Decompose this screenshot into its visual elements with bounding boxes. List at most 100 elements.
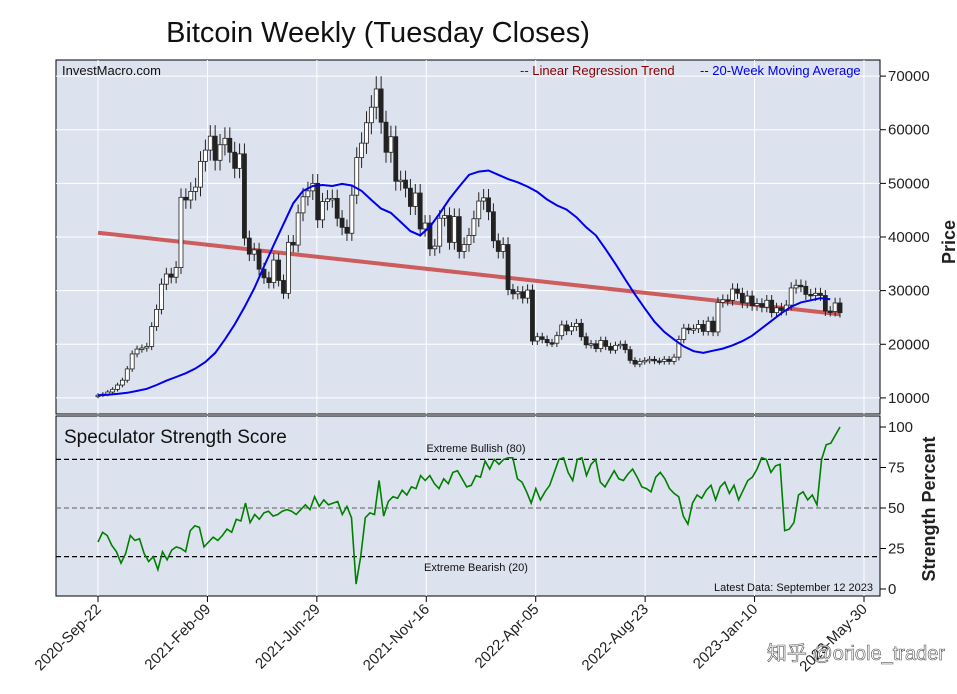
candle-body (300, 196, 306, 214)
candle-body (813, 292, 818, 296)
candle-body (818, 292, 823, 296)
candle-body (598, 340, 604, 349)
candle-body (788, 287, 794, 306)
candle-body (661, 358, 667, 362)
candle-body (198, 160, 203, 188)
candle-body (447, 215, 452, 243)
candle-body (578, 322, 584, 338)
candle-body (534, 336, 540, 342)
candle-body (793, 284, 799, 289)
candle-body (539, 336, 545, 340)
candle-body (622, 343, 628, 351)
price-y-tick-label: 10000 (888, 390, 930, 407)
candle-body (256, 249, 262, 270)
candle-body (466, 234, 472, 245)
strength-y-tick-label: 100 (888, 419, 913, 436)
candle-body (364, 122, 369, 144)
extreme-bullish-label: Extreme Bullish (80) (426, 443, 525, 455)
candle-body (491, 211, 496, 242)
candle-body (242, 153, 247, 239)
candle-body (149, 326, 155, 347)
candle-body (451, 216, 457, 243)
candle-body (290, 241, 296, 246)
candle-body (281, 280, 286, 294)
candle-body (295, 212, 301, 246)
strength-plot-area (55, 415, 881, 597)
candle-body (803, 285, 809, 295)
candle-body (393, 136, 399, 182)
strength-y-ticks: 0 25 50 75 100 (880, 419, 913, 598)
candle-body (315, 182, 321, 221)
candle-body (510, 289, 516, 295)
candle-body (515, 291, 521, 295)
weekly-candles (95, 76, 843, 399)
regression-trend-line (97, 230, 841, 317)
candle-body (749, 295, 755, 307)
candle-body (266, 277, 272, 283)
candle-body (417, 192, 423, 230)
candle-body (583, 336, 589, 346)
candle-body (178, 196, 184, 268)
candle-body (564, 324, 570, 332)
candle-body (671, 356, 677, 362)
candle-body (544, 339, 550, 344)
candle-body (329, 197, 335, 201)
candle-body (573, 322, 579, 327)
candle-body (744, 295, 750, 304)
moving-average-line (97, 169, 831, 397)
candle-body (495, 240, 501, 252)
candle-body (115, 384, 120, 390)
candle-body (159, 283, 164, 310)
candle-body (398, 179, 404, 183)
candle-body (456, 216, 462, 252)
candle-body (779, 307, 784, 311)
candle-body (134, 348, 140, 355)
candle-body (349, 194, 355, 234)
candle-body (193, 186, 199, 192)
candle-body (110, 388, 116, 393)
candle-body (373, 88, 379, 108)
candle-body (769, 299, 775, 314)
legend-moving-average: -- 20-Week Moving Average (700, 63, 861, 78)
candle-body (696, 324, 701, 330)
candle-body (730, 288, 736, 301)
candle-body (525, 289, 530, 299)
strength-panel-title: Speculator Strength Score (64, 427, 287, 448)
strength-axis-label: Strength Percent (919, 436, 939, 581)
candle-body (613, 344, 618, 351)
candle-body (725, 299, 731, 302)
candle-body (520, 291, 526, 299)
candle-body (642, 359, 648, 363)
candle-body (681, 327, 687, 340)
candle-body (798, 284, 804, 288)
chart-title: Bitcoin Weekly (Tuesday Closes) (166, 17, 590, 49)
extreme-bearish-label: Extreme Bearish (20) (424, 562, 528, 574)
candle-body (559, 324, 565, 337)
reference-lines (56, 458, 880, 558)
price-panel: 10000 20000 30000 40000 50000 60000 70000 Inve… (55, 59, 957, 415)
candle-body (632, 359, 638, 365)
candle-body (637, 361, 643, 365)
candle-body (476, 200, 482, 220)
candle-body (710, 320, 716, 333)
candle-body (217, 144, 223, 161)
candle-body (437, 217, 443, 247)
candle-body (388, 136, 394, 153)
candle-body (212, 135, 218, 161)
candle-body (705, 320, 711, 332)
candle-body (305, 190, 311, 198)
candle-body (442, 215, 447, 219)
candle-body (764, 299, 770, 308)
candle-body (168, 273, 174, 278)
candle-body (822, 295, 828, 312)
candle-body (486, 197, 491, 213)
candle-body (715, 302, 721, 333)
candle-body (154, 309, 159, 327)
candle-body (403, 179, 408, 189)
candle-body (461, 244, 467, 252)
candle-body (827, 310, 833, 313)
candle-body (339, 217, 345, 228)
candle-body (227, 137, 233, 153)
candle-body (222, 137, 228, 146)
candle-body (207, 135, 213, 151)
